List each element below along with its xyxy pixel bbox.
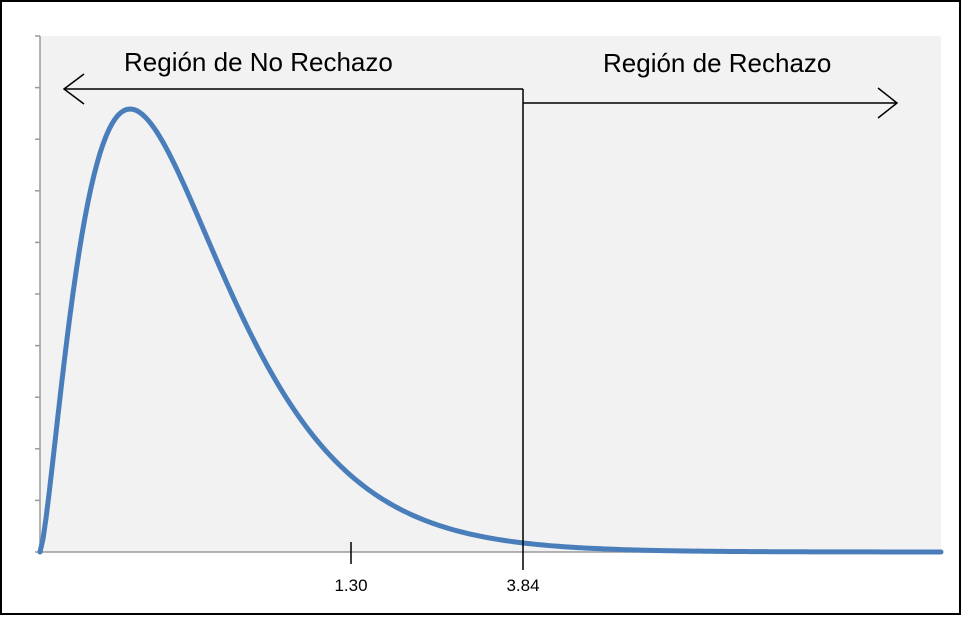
- rejection-region-label: Región de Rechazo: [603, 48, 831, 78]
- x-tick-label-3-84: 3.84: [506, 576, 539, 595]
- x-tick-label-1-30: 1.30: [334, 576, 367, 595]
- no-rejection-arrowhead-icon: [62, 73, 85, 105]
- plot-area: [40, 36, 941, 552]
- density-curve: [37, 106, 944, 555]
- no-rejection-region-label: Región de No Rechazo: [124, 47, 393, 77]
- y-ticks: [35, 35, 40, 553]
- rejection-arrowhead-icon: [877, 87, 899, 119]
